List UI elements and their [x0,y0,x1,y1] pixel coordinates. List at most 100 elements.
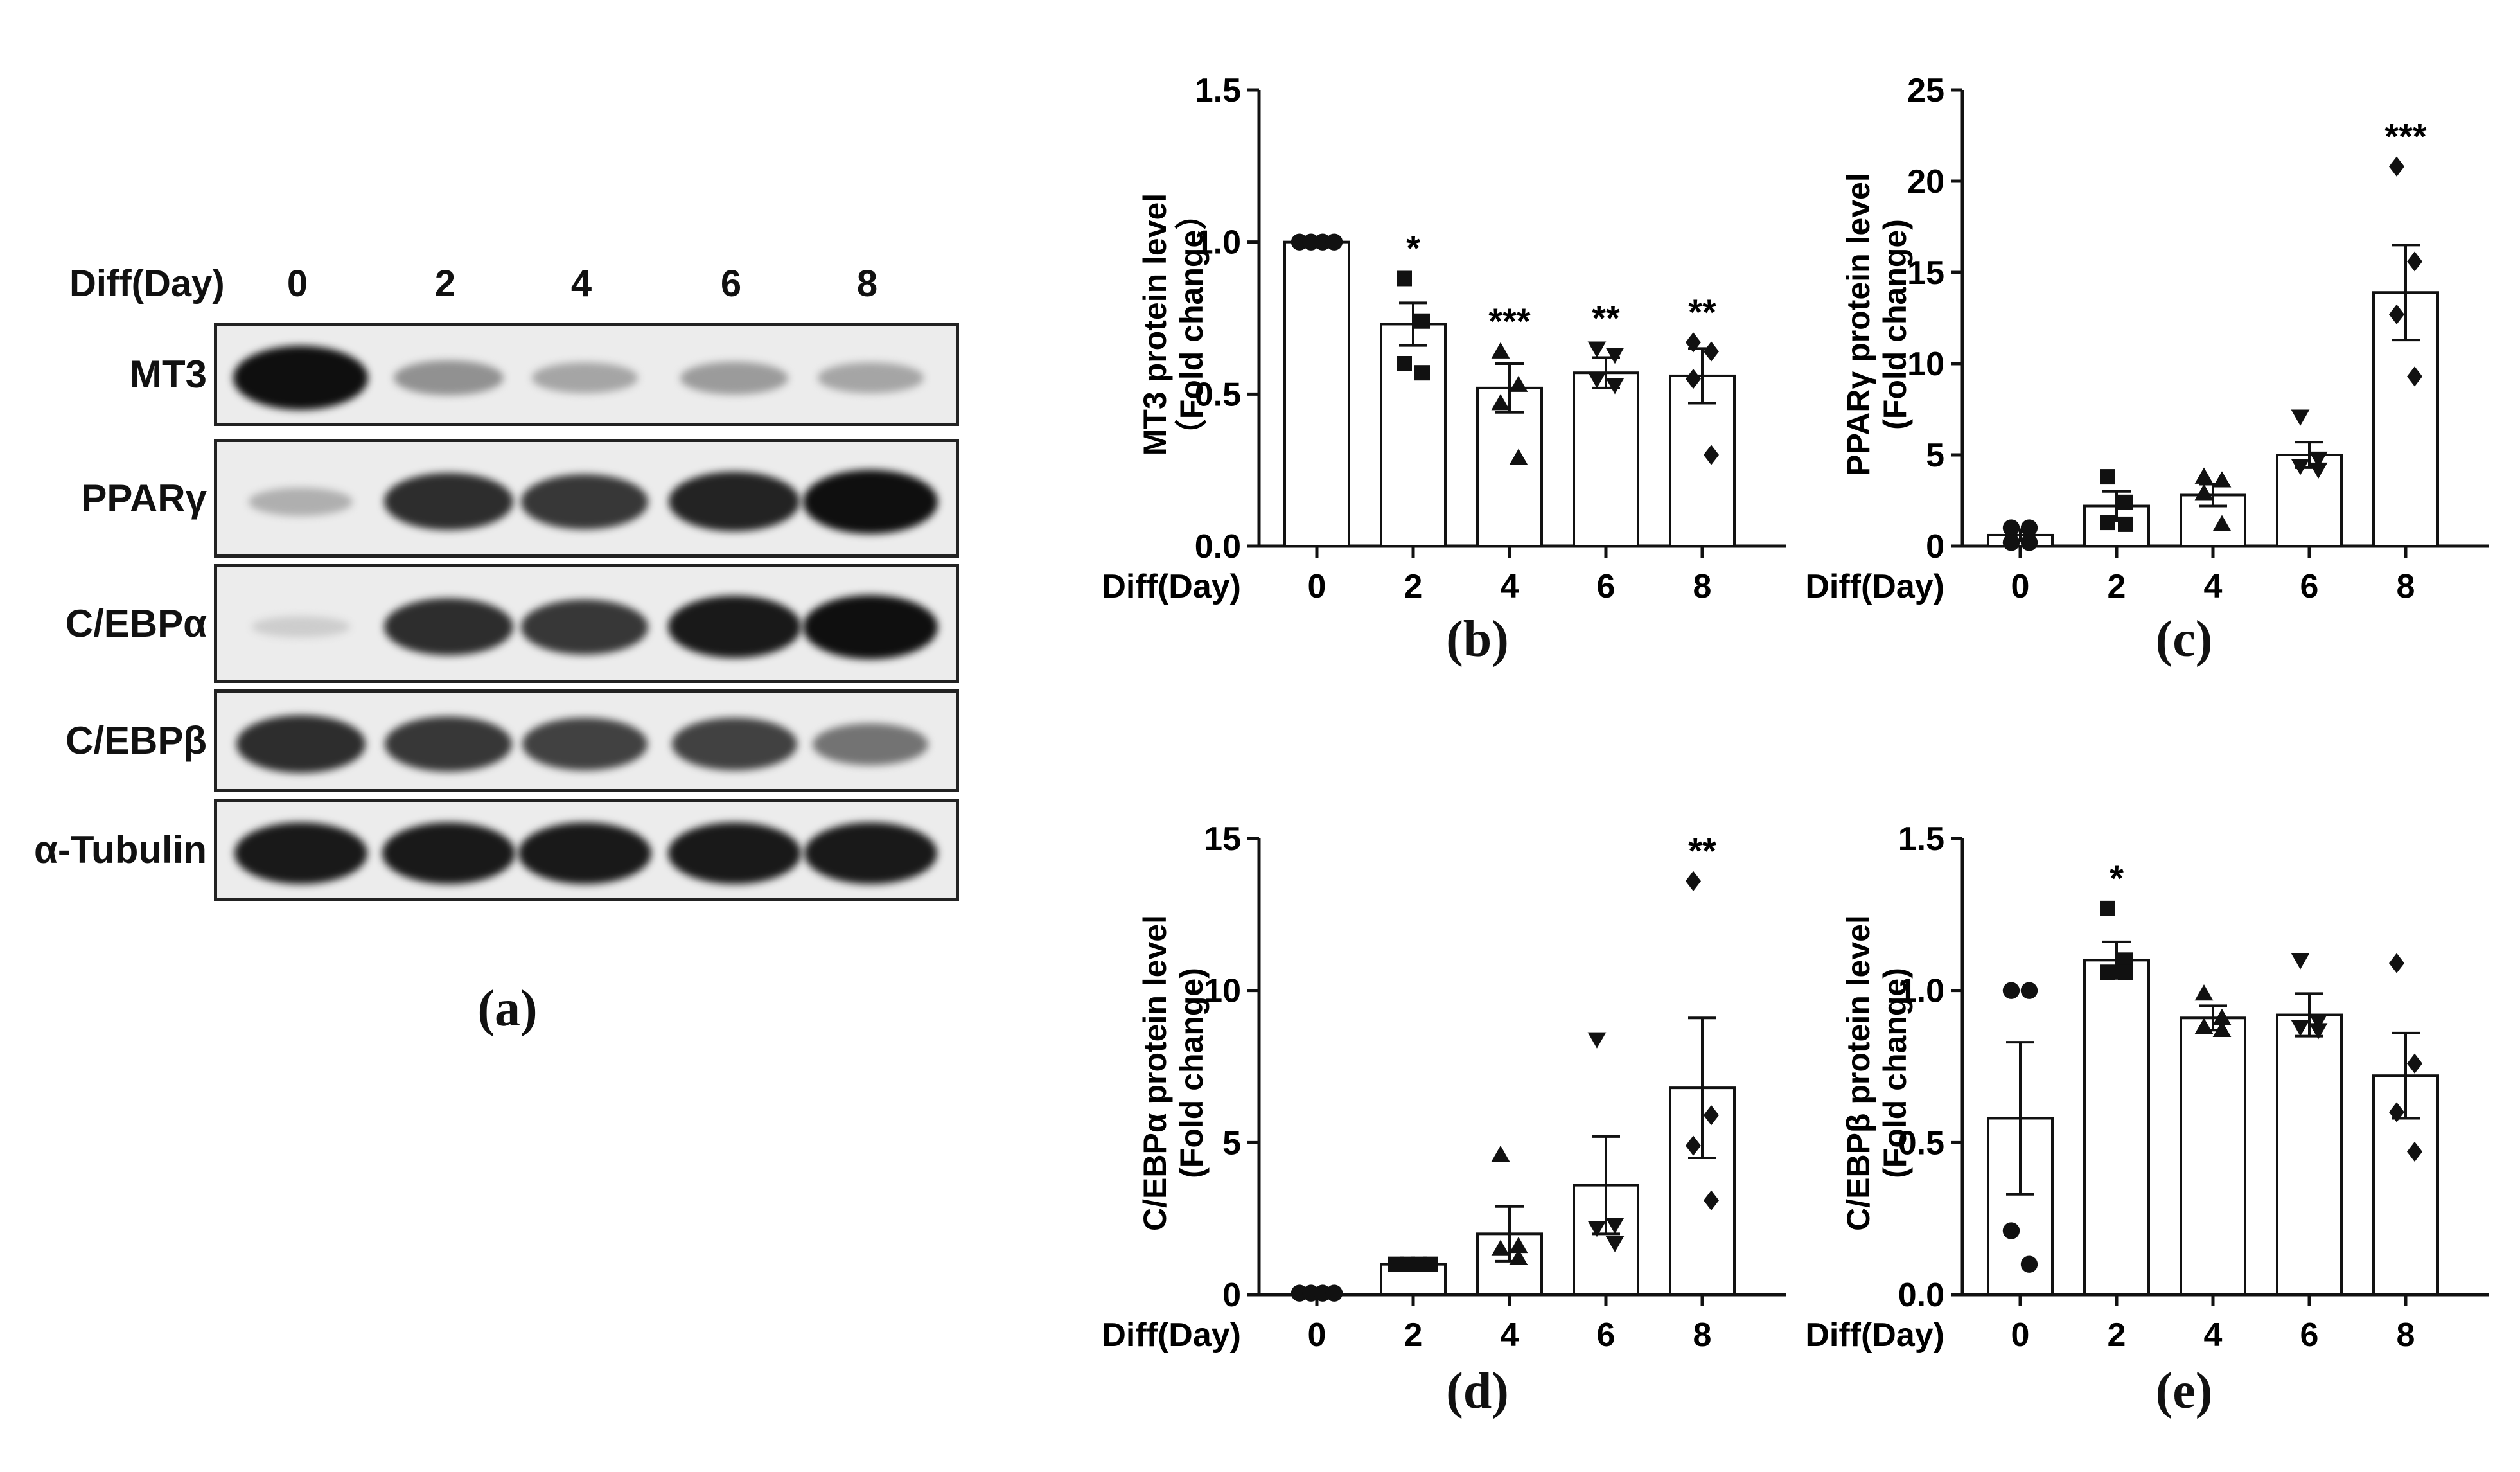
data-point [2309,462,2328,479]
data-point [1397,270,1412,287]
y-axis-label: PPARγ protein level [1840,173,1876,475]
y-tick-label: 1.5 [1195,72,1241,109]
bar [1380,323,1447,547]
blot-band [803,594,938,659]
y-tick-label: 1.0 [1195,224,1241,262]
blot-band [803,469,938,534]
data-point [1587,1032,1607,1049]
blot-strip [214,689,959,792]
data-point [1509,375,1528,392]
data-point [1509,1236,1528,1254]
data-point [2309,1023,2328,1040]
data-point [2291,459,2310,475]
y-tick-label: 0.0 [1195,528,1241,565]
wb-lane-label: 2 [434,263,456,305]
y-axis-label: (Fold change) [1877,968,1913,1178]
y-axis-label: C/EBPα protein level [1137,915,1173,1231]
data-point [1491,342,1510,359]
blot-band [249,487,353,516]
data-point [2194,484,2214,501]
y-tick-label: 5 [1222,1124,1241,1162]
x-axis-label: Diff(Day) [1102,1317,1241,1354]
panel-label: (b) [1446,611,1509,668]
x-tick-label: 2 [2108,568,2126,605]
data-point [2309,1014,2328,1031]
x-tick-label: 8 [1693,1317,1712,1354]
significance-label: *** [1488,301,1531,341]
significance-label: *** [2384,116,2427,156]
x-tick-label: 6 [1597,568,1616,605]
data-point [1509,1248,1528,1265]
blot-band [667,596,801,658]
data-point [2407,1141,2422,1162]
data-point [1704,1105,1719,1126]
data-point [1423,1256,1438,1272]
y-tick-label: 0.0 [1898,1277,1944,1314]
data-point [1587,371,1607,389]
x-tick-label: 6 [1597,1317,1616,1354]
y-axis-label: MT3 protein level [1137,193,1173,456]
blot-band [383,598,513,656]
data-point [1325,233,1343,251]
western-blot-panel: Diff(Day) 0 2 4 6 8 MT3 PPARγ C/EBPα C/EBPβ α-Tub… [0,0,1002,1092]
data-point [2212,1008,2232,1025]
panel-label: (d) [1446,1363,1509,1419]
data-point [1325,1284,1343,1302]
bar [1283,240,1350,547]
data-point [1491,1239,1510,1256]
y-tick-label: 10 [1907,346,1944,383]
data-point [2194,984,2214,1001]
blot-band [385,716,512,772]
data-point [2212,471,2232,488]
data-point [2100,515,2115,531]
data-point [2212,1020,2232,1037]
x-axis-label: Diff(Day) [1805,568,1944,605]
blot-band [518,822,651,885]
bar [1573,371,1639,547]
significance-label: * [1406,227,1420,268]
data-point [2407,251,2422,272]
x-tick-label: 2 [1404,568,1423,605]
y-tick-label: 0.5 [1195,376,1241,413]
data-point [1491,1145,1510,1162]
y-axis-label: C/EBPβ protein level [1840,915,1876,1231]
y-tick-label: 10 [1204,973,1241,1010]
data-point [1686,1135,1701,1156]
blot-strip [214,439,959,558]
x-tick-label: 0 [2011,1317,2030,1354]
data-point [2309,451,2328,468]
blot-band [813,723,928,765]
blot-band [236,715,366,773]
blot-band [669,472,800,531]
data-point [1605,1236,1625,1252]
data-point [2407,366,2422,387]
data-point [1686,369,1701,389]
y-tick-label: 15 [1907,254,1944,292]
data-point [2291,409,2310,426]
wb-row-label: MT3 [130,353,207,396]
x-axis-label: Diff(Day) [1102,568,1241,605]
wb-row-label: C/EBPβ [66,719,207,762]
data-point [1704,1190,1719,1210]
data-point [1414,313,1430,329]
x-tick-label: 8 [2397,1317,2415,1354]
data-point [2291,953,2310,970]
blot-band [393,360,504,396]
wb-row-label: C/EBPα [65,601,207,645]
x-tick-label: 0 [1308,568,1326,605]
blot-band [234,822,367,885]
data-point [1686,332,1701,353]
data-point [2020,519,2038,536]
bar [2276,454,2343,547]
x-tick-label: 4 [1501,568,1519,605]
data-point [1491,394,1510,411]
significance-label: * [2110,858,2124,898]
wb-lane-label: 4 [570,263,592,305]
bar-chart: 0.0 0.5 1.0 1.5 0 * 2 *** 4 ** 6 ** 8 Diff(Day) MT3 pr… [1102,72,1786,605]
bar [1476,386,1543,547]
data-point [1509,448,1528,465]
data-point [2407,1053,2422,1074]
wb-row-label: PPARγ [81,476,207,520]
bar-chart: 0.0 0.5 1.0 1.5 0 * 2 4 6 8 Diff(Day) C/EBPβ protei… [1805,820,2489,1354]
x-tick-label: 6 [2300,1317,2319,1354]
